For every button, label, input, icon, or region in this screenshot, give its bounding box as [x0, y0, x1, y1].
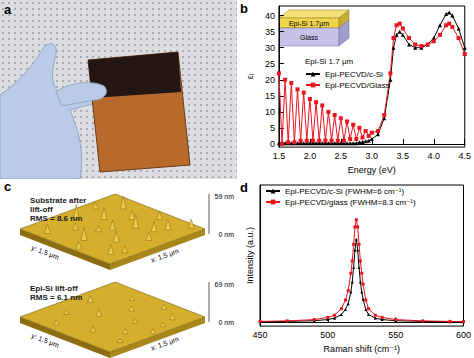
svg-text:y: 1.5 μm: y: 1.5 μm [30, 244, 60, 262]
svg-text:a: a [4, 2, 12, 17]
svg-text:Substrate after: Substrate after [30, 196, 86, 205]
svg-text:Intensity (a.u.): Intensity (a.u.) [245, 227, 255, 284]
svg-text:d: d [240, 180, 248, 195]
svg-text:RMS = 8.6 nm: RMS = 8.6 nm [30, 214, 82, 223]
svg-text:1.5: 1.5 [273, 151, 286, 161]
svg-text:4.5: 4.5 [458, 151, 471, 161]
svg-text:500: 500 [320, 330, 335, 340]
svg-text:3.5: 3.5 [397, 151, 410, 161]
svg-text:Epi-PECVD/c-Si: Epi-PECVD/c-Si [325, 70, 383, 79]
svg-text:Epi-Si 1.7 μm: Epi-Si 1.7 μm [305, 57, 354, 66]
svg-text:20: 20 [265, 75, 275, 85]
svg-text:Epi-PECVD/Glass: Epi-PECVD/Glass [325, 81, 389, 90]
svg-text:550: 550 [388, 330, 403, 340]
svg-text:25: 25 [265, 59, 275, 69]
svg-text:εᵢ: εᵢ [245, 74, 255, 79]
svg-text:15: 15 [265, 91, 275, 101]
svg-text:c: c [4, 179, 11, 194]
svg-text:69 nm: 69 nm [215, 281, 235, 288]
svg-text:0 nm: 0 nm [218, 319, 234, 326]
svg-text:2.5: 2.5 [335, 151, 348, 161]
svg-text:Glass: Glass [300, 34, 318, 41]
svg-text:b: b [240, 1, 248, 16]
svg-text:40: 40 [265, 11, 275, 21]
svg-text:Epi-PECVD/c-Si (FWHM=6 cm⁻¹): Epi-PECVD/c-Si (FWHM=6 cm⁻¹) [285, 187, 404, 196]
svg-text:Epi-Si 1.7μm: Epi-Si 1.7μm [289, 20, 329, 28]
svg-text:x: 1.5 μm: x: 1.5 μm [150, 335, 180, 352]
svg-text:Epi-Si lift-off: Epi-Si lift-off [30, 284, 78, 293]
svg-text:0 nm: 0 nm [218, 231, 234, 238]
svg-text:5: 5 [270, 123, 275, 133]
svg-text:Energy (eV): Energy (eV) [348, 165, 396, 175]
svg-text:y: 1.5 μm: y: 1.5 μm [30, 332, 60, 350]
svg-text:450: 450 [252, 330, 267, 340]
svg-text:600: 600 [456, 330, 471, 340]
svg-text:lift-off: lift-off [30, 205, 53, 214]
svg-text:Epi-PECVD/glass (FWHM=8.3 cm⁻¹: Epi-PECVD/glass (FWHM=8.3 cm⁻¹) [285, 198, 416, 207]
svg-text:30: 30 [265, 43, 275, 53]
svg-text:0: 0 [270, 139, 275, 149]
svg-text:x: 1.5 μm: x: 1.5 μm [150, 247, 180, 264]
svg-text:10: 10 [265, 107, 275, 117]
svg-text:4.0: 4.0 [428, 151, 441, 161]
svg-text:Raman shift (cm⁻¹): Raman shift (cm⁻¹) [324, 344, 400, 354]
svg-text:59 nm: 59 nm [215, 193, 235, 200]
svg-text:2.0: 2.0 [304, 151, 317, 161]
svg-text:35: 35 [265, 27, 275, 37]
svg-text:RMS = 6.1 nm: RMS = 6.1 nm [30, 293, 82, 302]
svg-text:3.0: 3.0 [366, 151, 379, 161]
